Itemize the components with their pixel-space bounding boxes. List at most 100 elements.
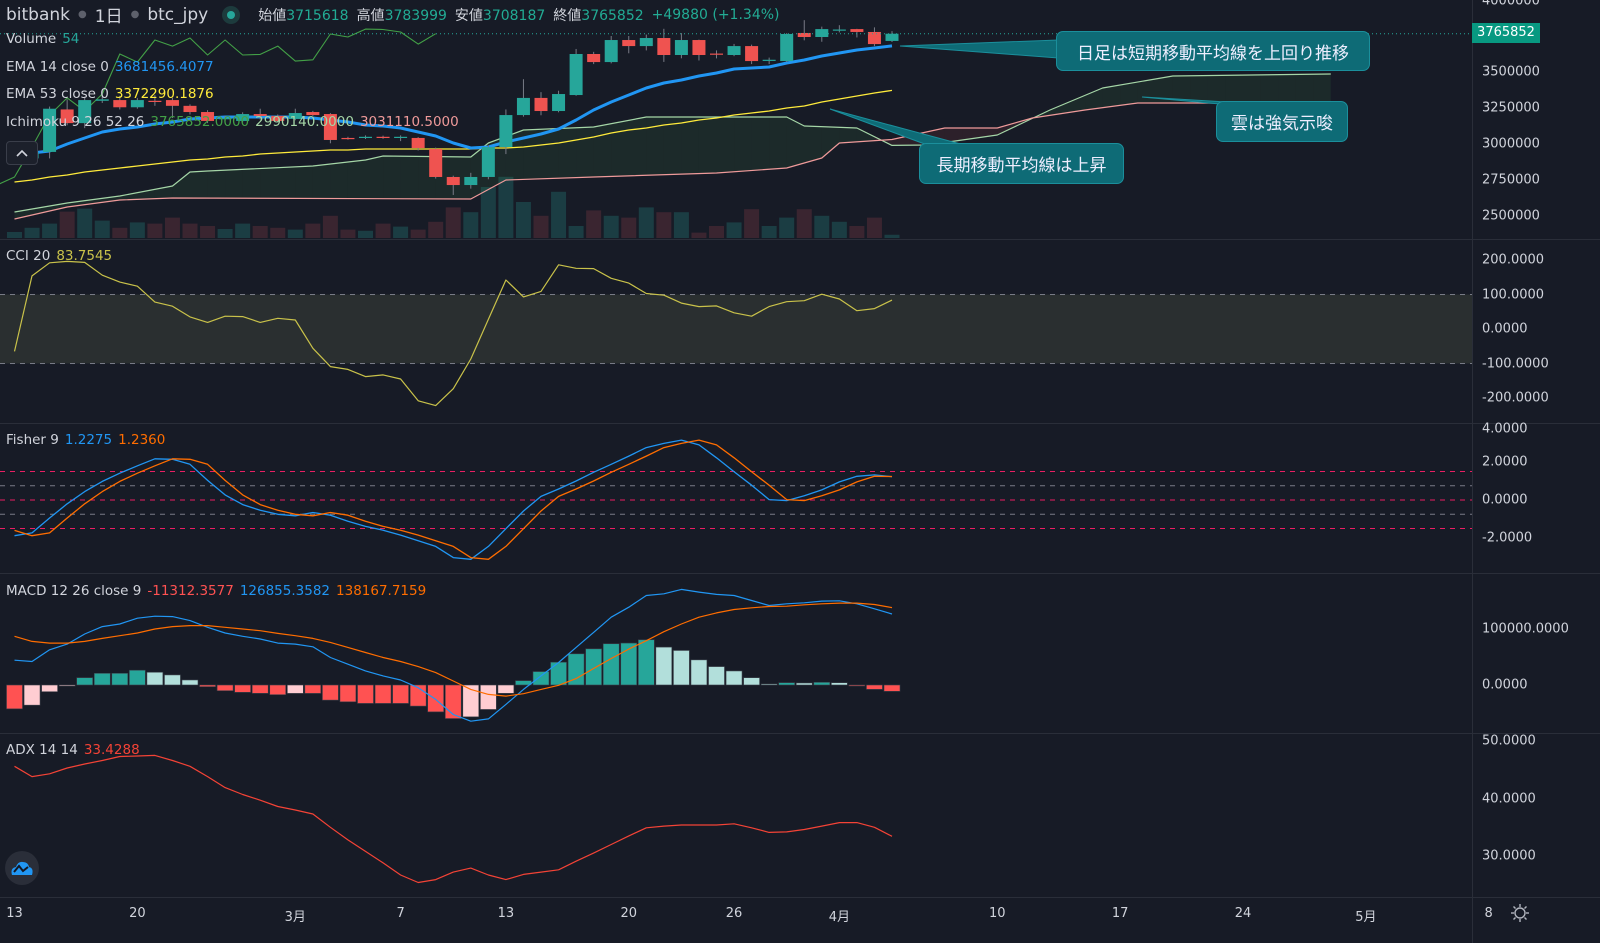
tradingview-logo-icon[interactable] <box>5 851 39 885</box>
time-axis-divider <box>0 897 1600 898</box>
legend-ema14[interactable]: EMA 14 close 0 3681456.4077 <box>6 59 214 75</box>
cci-axis-label: 100.0000 <box>1482 287 1545 302</box>
volume-bar <box>340 229 356 238</box>
annotation-callout[interactable]: 長期移動平均線は上昇 <box>919 143 1124 184</box>
macd-histogram-bar <box>480 684 497 710</box>
exchange-name[interactable]: bitbank <box>6 4 71 25</box>
ichimoku-cloud <box>1190 75 1208 104</box>
volume-bar <box>94 220 110 238</box>
ichimoku-cloud <box>646 117 664 176</box>
candle-body <box>499 115 513 148</box>
ichimoku-cloud <box>102 195 120 203</box>
volume-bar <box>814 215 830 238</box>
candle <box>165 97 179 119</box>
macd-axis-label: 100000.0000 <box>1482 621 1569 637</box>
macd-histogram-bar <box>708 666 725 686</box>
macd-histogram-bar <box>637 639 655 686</box>
candle-body <box>727 46 741 56</box>
price-axis-label: 2500000 <box>1482 208 1540 224</box>
symbol[interactable]: btc_jpy <box>147 4 209 25</box>
legend-adx[interactable]: ADX 14 14 33.4288 <box>6 742 140 758</box>
candle-body <box>253 114 267 116</box>
annotation-callout[interactable]: 雲は強気示唆 <box>1216 101 1348 142</box>
macd-histogram-bar <box>795 682 813 686</box>
candle-body <box>130 100 144 108</box>
macd-histogram-bar <box>427 684 445 713</box>
macd-histogram-bar <box>690 659 708 686</box>
pane-divider[interactable] <box>0 573 1600 574</box>
ichimoku-cloud <box>330 161 348 199</box>
candle <box>78 96 92 129</box>
candle <box>394 135 408 142</box>
legend-macd[interactable]: MACD 12 26 close 9 -11312.3577 126855.3582… <box>6 583 427 599</box>
ichimoku-cloud <box>541 128 559 179</box>
candle-body <box>446 176 460 186</box>
cci-axis-label: 200.0000 <box>1482 252 1545 268</box>
ema14-line <box>14 44 893 156</box>
time-axis-label: 13 <box>6 906 23 921</box>
price-axis-label: 4000000 <box>1482 0 1540 9</box>
annotation-callout[interactable]: 日足は短期移動平均線を上回り推移 <box>1056 31 1370 71</box>
gear-icon[interactable] <box>1510 903 1530 927</box>
legend-ichimoku[interactable]: Ichimoku 9 26 52 26 3765852.0000 2990140.0… <box>6 114 459 130</box>
candle-body <box>218 118 232 120</box>
macd-histogram-bar <box>93 672 111 686</box>
volume-bar <box>726 222 742 238</box>
candle <box>376 135 390 139</box>
candle-body <box>394 136 408 138</box>
pane-divider[interactable] <box>0 239 1600 240</box>
ichimoku-cloud <box>119 192 138 201</box>
legend-volume[interactable]: Volume 54 <box>6 31 80 47</box>
cci-axis-label: 0.0000 <box>1482 321 1528 337</box>
ichimoku-cloud <box>347 159 366 199</box>
candle <box>499 109 513 155</box>
legend-cci[interactable]: CCI 20 83.7545 <box>6 248 113 264</box>
candle <box>323 113 337 144</box>
macd-histogram-bar <box>41 684 58 693</box>
price-axis[interactable] <box>1472 0 1600 943</box>
collapse-legend-button[interactable] <box>6 141 38 165</box>
candle-body <box>271 115 285 121</box>
volume-bar <box>551 191 567 238</box>
macd-histogram-bar <box>497 684 515 694</box>
macd-histogram-bar <box>216 684 234 692</box>
candle <box>236 112 250 123</box>
fisher-line <box>14 439 893 560</box>
pane-divider[interactable] <box>0 423 1600 424</box>
candle-body <box>411 137 425 149</box>
candle <box>745 44 759 65</box>
ichimoku-cloud <box>1049 102 1068 116</box>
price-axis-label: 3250000 <box>1482 100 1540 116</box>
volume-bar <box>849 226 865 238</box>
interval[interactable]: 1日 <box>94 7 123 27</box>
macd-histogram-bar <box>58 684 76 687</box>
candle-body <box>516 97 530 116</box>
ichimoku-cloud <box>874 136 892 146</box>
cci-axis-label: -200.0000 <box>1482 390 1549 406</box>
legend-fisher[interactable]: Fisher 9 1.2275 1.2360 <box>6 432 166 448</box>
price-axis-label: 3500000 <box>1482 64 1540 80</box>
ichimoku-cloud <box>32 205 50 215</box>
macd-histogram-bar <box>76 677 93 686</box>
macd-histogram-bar <box>655 646 673 686</box>
volume-bar <box>463 212 479 238</box>
fisher-trigger-line <box>14 439 893 560</box>
pane-divider[interactable] <box>0 733 1600 734</box>
volume-bar <box>691 232 707 238</box>
volume-bar <box>533 215 549 238</box>
volume-bar <box>147 223 163 238</box>
candle-body <box>780 33 794 62</box>
candle <box>867 27 881 47</box>
macd-histogram-bar <box>673 650 690 686</box>
candle-body <box>604 40 618 63</box>
legend-ema53[interactable]: EMA 53 close 0 3372290.1876 <box>6 86 214 102</box>
ichimoku-cloud <box>523 129 541 180</box>
ohlc-high: 高値3783999 <box>356 7 447 24</box>
macd-histogram-bar <box>269 684 287 695</box>
candle <box>622 36 636 54</box>
chart-canvas[interactable] <box>0 0 1472 897</box>
ichimoku-cloud <box>558 127 577 179</box>
candle <box>604 36 618 64</box>
ichimoku-cloud <box>84 198 103 205</box>
ichimoku-cloud <box>804 126 822 163</box>
